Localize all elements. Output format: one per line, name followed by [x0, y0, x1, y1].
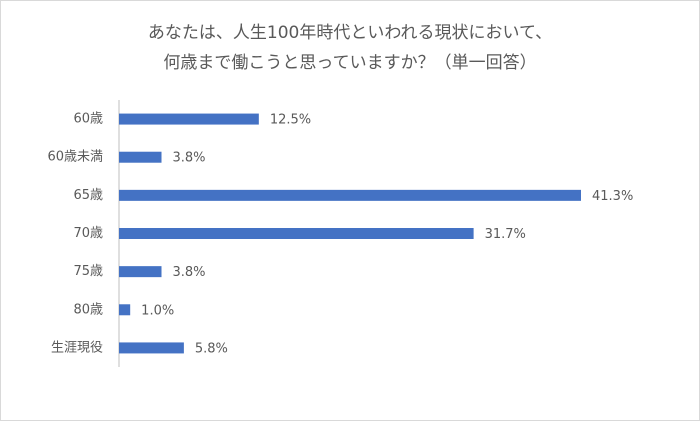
data-label: 3.8% — [173, 265, 206, 280]
data-label: 1.0% — [141, 303, 174, 318]
y-tick-label: 75歳 — [73, 264, 103, 279]
y-tick-label: 60歳 — [73, 112, 103, 127]
data-label: 5.8% — [195, 341, 228, 356]
data-label: 41.3% — [592, 189, 633, 204]
bar — [119, 266, 162, 278]
data-label: 12.5% — [270, 113, 311, 128]
y-tick-label: 60歳未満 — [47, 150, 103, 165]
bar — [119, 189, 581, 201]
data-label: 3.8% — [173, 151, 206, 166]
chart-title: 何歳まで働こうと思っていますか？（単一回答） — [163, 53, 536, 73]
bar — [119, 342, 184, 354]
chart-title: あなたは、人生100年時代といわれる現状において、 — [148, 23, 552, 43]
y-tick-label: 80歳 — [73, 302, 103, 317]
bar — [119, 304, 131, 316]
y-tick-label: 生涯現役 — [51, 340, 103, 355]
bar — [119, 113, 259, 125]
bar — [119, 151, 162, 163]
data-label: 31.7% — [485, 227, 526, 242]
bar — [119, 228, 474, 239]
y-tick-label: 65歳 — [73, 188, 103, 203]
y-tick-label: 70歳 — [73, 226, 103, 241]
